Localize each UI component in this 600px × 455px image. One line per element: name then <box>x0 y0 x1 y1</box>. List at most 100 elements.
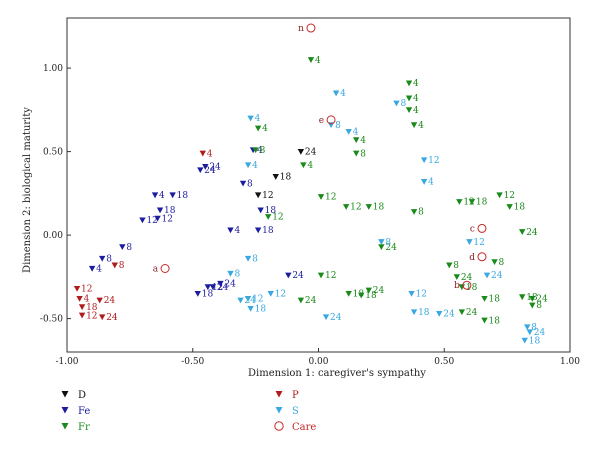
data-point-label: 12 <box>473 238 484 248</box>
data-point <box>453 274 461 281</box>
care-point <box>326 115 336 125</box>
data-point <box>78 304 86 311</box>
data-point-label: 24 <box>292 271 304 281</box>
data-point <box>300 162 307 169</box>
data-point <box>317 272 325 279</box>
data-point <box>204 284 212 291</box>
data-point <box>481 317 488 324</box>
care-point-label: a <box>153 265 159 275</box>
data-point <box>285 272 292 279</box>
legend-label: P <box>292 390 299 401</box>
data-point <box>458 309 466 316</box>
data-point <box>345 128 352 135</box>
data-point-label: 18 <box>514 203 526 213</box>
data-point-label: 4 <box>96 265 102 275</box>
data-point <box>252 147 259 154</box>
data-point-label: 18 <box>255 305 267 315</box>
data-point-label: 12 <box>162 214 173 224</box>
data-point-label: 4 <box>428 178 434 188</box>
care-point <box>462 280 472 290</box>
data-point-label: 12 <box>416 290 427 300</box>
data-point <box>410 209 418 215</box>
data-point <box>254 227 262 234</box>
legend-label: D <box>78 390 87 401</box>
data-point-label: 24 <box>491 271 503 281</box>
legend-marker <box>58 420 72 435</box>
data-point-label: 24 <box>526 228 538 238</box>
data-point <box>197 167 204 174</box>
data-point <box>239 180 247 187</box>
x-axis-label: Dimension 1: caregiver's sympathy <box>248 368 426 379</box>
data-point <box>481 295 488 302</box>
data-point <box>247 305 254 312</box>
data-point-label: 8 <box>252 254 258 264</box>
data-point-label: 18 <box>353 290 365 300</box>
data-point <box>468 199 476 205</box>
data-point-label: 18 <box>265 206 277 216</box>
data-point <box>139 217 146 224</box>
data-point-label: 4 <box>413 79 419 89</box>
data-point <box>99 314 106 321</box>
data-point-label: 24 <box>536 295 548 305</box>
y-tick-label: 0.50 <box>43 148 63 158</box>
data-point-label: 4 <box>207 149 213 159</box>
data-point <box>524 324 531 331</box>
data-point <box>78 312 86 319</box>
data-point-label: 24 <box>461 273 473 283</box>
data-point <box>151 192 159 199</box>
data-point <box>405 95 413 102</box>
data-point-label: 24 <box>305 296 317 306</box>
data-point <box>169 192 176 199</box>
data-point <box>322 314 330 321</box>
data-point <box>244 255 252 262</box>
data-point-label: 8 <box>531 323 537 333</box>
data-point-label: 24 <box>209 163 221 173</box>
care-point <box>160 264 170 273</box>
data-point <box>519 294 526 301</box>
data-point-label: 12 <box>275 290 286 300</box>
data-point <box>265 214 272 220</box>
legend-item-s: S <box>272 404 299 419</box>
care-point <box>477 252 487 262</box>
data-point-label: 4 <box>307 161 313 171</box>
legend-label: S <box>292 406 299 417</box>
data-point <box>254 192 262 199</box>
data-point-label: 4 <box>340 89 346 99</box>
data-point-label: 12 <box>325 271 336 281</box>
data-point-label: 8 <box>536 301 542 311</box>
data-point-label: 8 <box>360 149 366 159</box>
data-point <box>73 285 81 292</box>
data-point <box>393 100 400 107</box>
data-point-label: 18 <box>466 283 478 293</box>
data-point-label: 4 <box>257 146 263 156</box>
legend-label: Fe <box>78 406 91 417</box>
data-point <box>378 239 385 245</box>
data-point-label: 12 <box>272 213 283 223</box>
data-point <box>209 284 217 291</box>
data-point-label: 12 <box>463 198 474 208</box>
data-point-label: 4 <box>234 226 240 236</box>
data-point-label: 24 <box>106 313 118 323</box>
data-point-label: 4 <box>360 136 366 146</box>
x-tick-label: 1.00 <box>560 357 580 367</box>
data-point-label: 24 <box>224 280 236 290</box>
data-point <box>244 162 252 169</box>
data-point <box>420 179 428 185</box>
data-point-label: 4 <box>252 161 258 171</box>
data-point <box>247 115 254 122</box>
legend-marker <box>272 420 286 435</box>
data-point-label: 12 <box>504 191 515 201</box>
data-point <box>529 295 536 302</box>
data-point <box>420 157 428 164</box>
data-point-label: 8 <box>126 243 132 253</box>
data-point-label: 12 <box>86 311 97 321</box>
data-point <box>297 297 305 304</box>
data-point-label: 24 <box>245 296 257 306</box>
data-point-label: 18 <box>262 226 274 236</box>
legend-label: Fr <box>78 422 90 433</box>
care-point <box>306 23 316 33</box>
data-point-label: 18 <box>177 191 189 201</box>
data-point-label: 4 <box>418 121 424 131</box>
